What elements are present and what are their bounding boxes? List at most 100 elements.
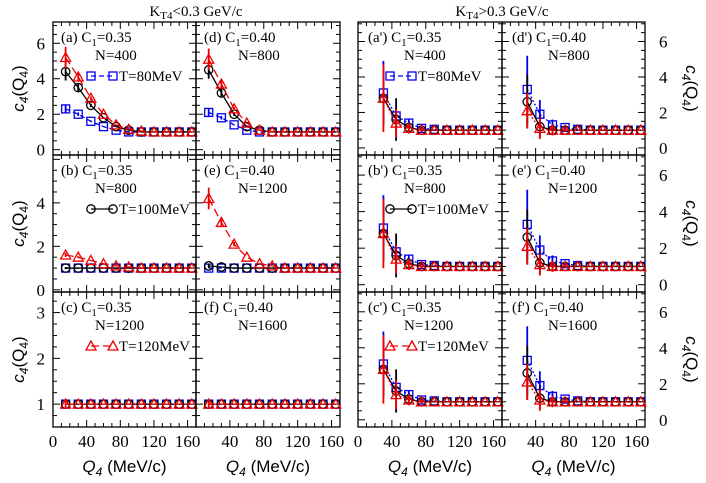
data-point: [571, 123, 584, 135]
panel-id: (e'): [512, 163, 535, 179]
y-tick-label: 0: [37, 141, 46, 160]
legend-marker: [86, 204, 96, 214]
c-value: =0.35: [98, 163, 133, 179]
c-subscript: 1: [91, 307, 97, 319]
data-point: [278, 261, 292, 273]
x-tick-label: 120: [141, 432, 167, 451]
x-tick-label: 120: [590, 432, 616, 451]
data-point: [72, 70, 85, 82]
data-point: [86, 100, 96, 111]
y-tick-label: 4: [37, 70, 46, 89]
n-label: N=1200: [548, 181, 597, 197]
x-axis-title-part: Q: [226, 457, 239, 476]
legend: T=120MeV: [84, 339, 190, 355]
data-point: [173, 397, 186, 409]
y-axis-title-part: 4: [17, 96, 31, 103]
data-point: [86, 116, 96, 126]
data-point: [622, 123, 635, 135]
panel-id: (b): [61, 163, 82, 179]
n-label: N=1600: [548, 318, 597, 334]
legend-marker: [84, 339, 98, 351]
c-symbol: C: [391, 300, 401, 316]
c-subscript: 1: [234, 170, 240, 182]
data-point: [72, 397, 85, 409]
data-point: [266, 125, 279, 137]
data-point: [558, 395, 572, 407]
y-axis-title-part: (Q: [682, 215, 701, 234]
data-point: [215, 397, 228, 409]
y-tick-label: 2: [37, 237, 46, 256]
data-point: [491, 260, 504, 272]
legend: T=80MeV: [86, 69, 183, 85]
data-point: [316, 261, 330, 273]
panel-label: (e) C1=0.40: [204, 163, 275, 182]
data-point: [402, 393, 415, 405]
data-point: [185, 125, 198, 137]
data-point: [241, 263, 252, 273]
y-axis-title-part: ): [682, 377, 701, 383]
data-point: [428, 123, 441, 135]
y-axis-title-right: c4(Q4): [679, 336, 701, 382]
c-symbol: C: [536, 30, 546, 46]
series-line: [208, 69, 336, 133]
data-point: [122, 397, 135, 409]
y-axis-title: c4(Q4): [9, 65, 31, 111]
data-point: [60, 104, 71, 114]
legend-marker: [405, 339, 419, 351]
x-tick-label: 80: [255, 432, 272, 451]
y-tick-label: 4: [37, 194, 46, 213]
data-point: [466, 123, 479, 135]
panel-label: (f) C1=0.40: [204, 300, 273, 319]
y-tick-label: 6: [37, 34, 46, 53]
x-axis-title: Q4 (MeV/c): [388, 457, 472, 479]
data-point: [571, 260, 584, 272]
x-axis-title-part: (MeV/c): [102, 457, 166, 476]
y-axis-title-part: c: [682, 65, 701, 74]
data-point: [147, 397, 161, 409]
data-point: [253, 257, 266, 269]
x-axis-title-part: Q: [388, 457, 401, 476]
x-axis-title-part: (MeV/c): [246, 457, 310, 476]
panel-d: (d) C1=0.40N=800: [195, 21, 342, 156]
y-axis-title-part: 4: [679, 234, 693, 241]
y-tick-label: 2: [37, 105, 46, 124]
data-point: [135, 124, 148, 136]
data-point: [185, 397, 198, 409]
data-point: [240, 397, 253, 409]
title-left-sub: T4: [160, 10, 173, 22]
y-tick-label: 4: [659, 68, 668, 87]
series-t=100mev: [203, 61, 341, 137]
y-axis-title-right: c4(Q4): [679, 65, 701, 111]
y-axis-title-part: 4: [17, 231, 31, 238]
c-value: =0.35: [407, 163, 442, 179]
data-point: [97, 257, 110, 269]
x-tick-label: 0: [49, 432, 58, 451]
x-tick-label: 120: [447, 432, 473, 451]
data-point: [377, 91, 390, 103]
x-axis-title: Q4 (MeV/c): [226, 457, 310, 479]
data-point: [402, 122, 415, 134]
x-tick-label: 40: [383, 432, 400, 451]
y-axis-title-part: 4: [679, 209, 693, 216]
data-point: [316, 125, 330, 137]
c-value: =0.40: [238, 300, 273, 316]
data-point: [558, 123, 572, 135]
panel-label: (a') C1=0.35: [368, 30, 441, 49]
y-axis-title-right: c4(Q4): [679, 200, 701, 246]
legend: T=120MeV: [383, 339, 489, 355]
data-point: [634, 260, 647, 272]
legend-marker: [86, 71, 96, 81]
data-point: [634, 123, 647, 135]
data-point: [240, 116, 253, 128]
data-point: [584, 395, 597, 407]
series-t=120mev: [202, 48, 342, 137]
x-tick-label: 80: [417, 432, 434, 451]
c-subscript: 1: [401, 37, 407, 49]
c-symbol: C: [82, 163, 92, 179]
data-point: [216, 262, 227, 272]
data-point: [466, 260, 479, 272]
data-point: [546, 395, 559, 407]
